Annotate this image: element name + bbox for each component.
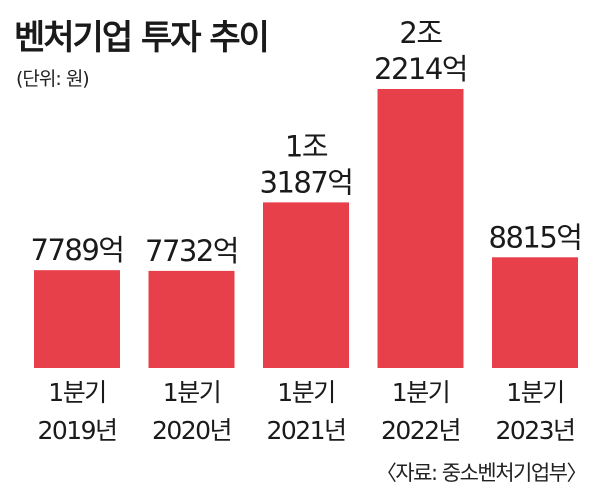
category-label-2-0: 1분기: [277, 378, 334, 407]
bar-1: [148, 270, 235, 368]
category-label-0-0: 1분기: [48, 378, 105, 407]
bar-2: [263, 202, 349, 368]
category-label-3-1: 2022년: [381, 416, 460, 445]
value-label-2-0: 1조: [285, 129, 328, 163]
value-label-3-1: 2214억: [374, 52, 467, 86]
unit-label: (단위: 원): [16, 68, 90, 90]
value-label-0-0: 7789억: [31, 233, 124, 267]
category-label-0-1: 2019년: [37, 416, 116, 445]
value-label-3-0: 2조: [399, 16, 442, 50]
value-label-2-1: 3187억: [260, 165, 353, 199]
category-label-1-0: 1분기: [163, 378, 220, 407]
category-label-1-1: 2020년: [152, 416, 231, 445]
bar-3: [377, 89, 464, 368]
category-label-4-1: 2023년: [495, 416, 574, 445]
category-label-3-0: 1분기: [392, 378, 449, 407]
bar-0: [34, 270, 120, 368]
category-label-4-0: 1분기: [506, 378, 563, 407]
chart-title: 벤처기업 투자 추이: [14, 18, 270, 58]
source-note: 〈자료: 중소벤처기업부〉: [375, 461, 588, 485]
value-label-4-0: 8815억: [489, 220, 582, 254]
category-label-2-1: 2021년: [266, 416, 345, 445]
bar-4: [492, 257, 578, 368]
value-label-1-0: 7732억: [145, 234, 238, 268]
